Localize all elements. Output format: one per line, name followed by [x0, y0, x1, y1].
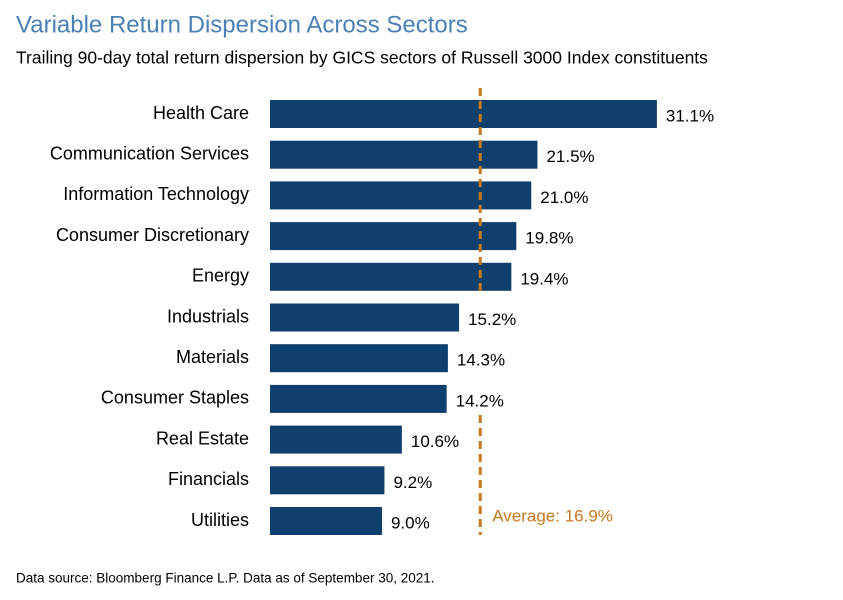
- value-label: 15.2%: [468, 310, 516, 329]
- category-label: Financials: [168, 469, 249, 489]
- value-label: 19.8%: [525, 229, 573, 248]
- category-label: Energy: [192, 266, 249, 286]
- average-label: Average: 16.9%: [492, 506, 613, 525]
- bar: [270, 262, 512, 291]
- value-label: 21.5%: [546, 147, 594, 166]
- footnote: Data source: Bloomberg Finance L.P. Data…: [16, 571, 435, 586]
- value-label: 9.2%: [393, 473, 432, 492]
- bar: [270, 425, 402, 454]
- category-label: Materials: [176, 347, 249, 367]
- bar: [270, 303, 460, 332]
- value-label: 10.6%: [411, 432, 459, 451]
- bar: [270, 140, 538, 169]
- value-label: 14.2%: [456, 391, 504, 410]
- category-label: Information Technology: [63, 184, 249, 204]
- category-label: Utilities: [191, 510, 249, 530]
- category-label: Real Estate: [156, 428, 249, 448]
- value-label: 21.0%: [540, 188, 588, 207]
- value-label: 9.0%: [391, 513, 430, 532]
- category-label: Industrials: [167, 306, 249, 326]
- bar: [270, 507, 382, 535]
- bar: [270, 466, 385, 495]
- category-label: Communication Services: [50, 143, 249, 163]
- category-label: Consumer Discretionary: [56, 225, 249, 245]
- chart-subtitle: Trailing 90-day total return dispersion …: [16, 48, 708, 68]
- value-label: 19.4%: [520, 269, 568, 288]
- bar: [270, 222, 517, 251]
- category-label: Consumer Staples: [101, 388, 249, 408]
- bar: [270, 384, 447, 413]
- bar: [270, 344, 448, 373]
- bar: [270, 181, 532, 210]
- value-label: 14.3%: [457, 351, 505, 370]
- value-label: 31.1%: [666, 106, 714, 125]
- chart-title: Variable Return Dispersion Across Sector…: [16, 11, 468, 38]
- bar: [270, 100, 657, 128]
- category-label: Health Care: [153, 103, 249, 123]
